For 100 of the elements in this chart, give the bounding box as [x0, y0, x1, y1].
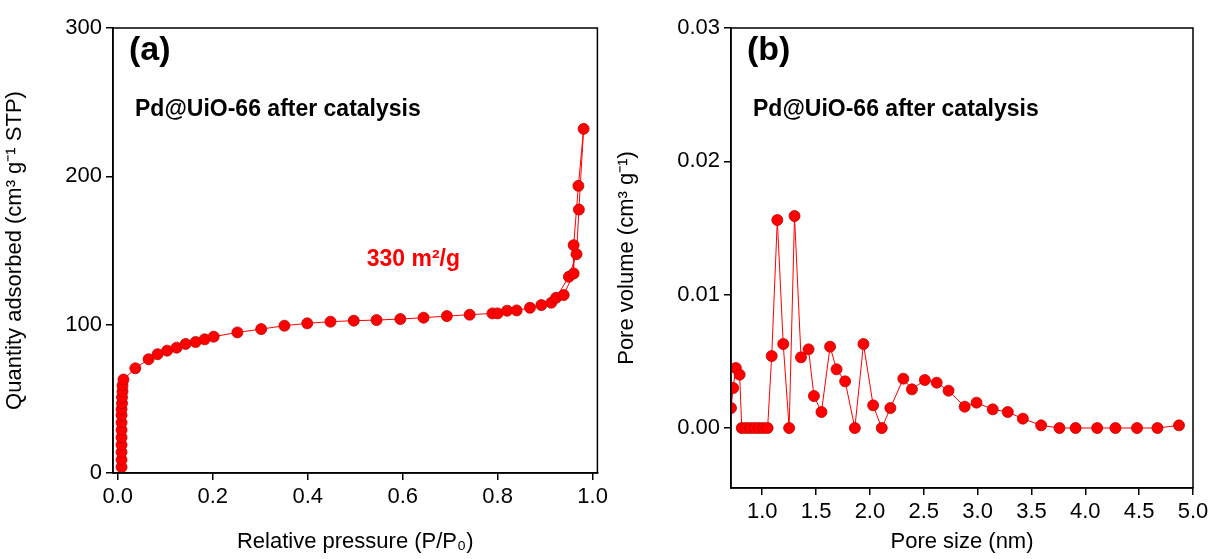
point: [198, 333, 211, 346]
x-tick-label: 0.4: [292, 483, 323, 509]
x-tick-label: 3.5: [1016, 498, 1047, 524]
x-tick-label: 2.0: [854, 498, 886, 524]
point: [897, 372, 910, 385]
x-tick-label: 0.6: [387, 483, 418, 509]
point: [301, 317, 314, 330]
point: [570, 248, 583, 261]
x-axis-title: Relative pressure (P/P₀): [236, 527, 474, 553]
x-tick-label: 3.0: [962, 498, 993, 524]
point: [567, 267, 580, 280]
point: [151, 348, 164, 361]
annotation: 330 m²/g: [366, 244, 460, 271]
point: [324, 315, 337, 328]
point: [463, 308, 476, 321]
text: Pd@UiO-66 after catalysis: [753, 94, 1039, 121]
y-tick-label: 300: [65, 14, 102, 40]
point: [970, 396, 983, 409]
y-tick-label: 0.00: [677, 414, 720, 440]
point: [930, 376, 943, 389]
point: [170, 341, 183, 354]
point: [572, 179, 585, 192]
point: [918, 374, 931, 386]
point: [795, 351, 807, 364]
point: [1069, 422, 1082, 434]
point: [417, 311, 430, 324]
point: [207, 330, 220, 343]
point: [255, 323, 268, 336]
point: [733, 368, 746, 381]
point: [557, 289, 570, 301]
point: [1109, 422, 1122, 434]
point: [347, 314, 360, 327]
point: [761, 422, 774, 434]
point: [777, 338, 790, 350]
point: [142, 353, 155, 366]
point: [1001, 406, 1014, 418]
point: [1131, 422, 1143, 434]
point: [129, 362, 142, 375]
point: [1173, 419, 1185, 432]
x-tick-label: 4.5: [1123, 498, 1155, 524]
x-tick-label: 2.5: [908, 498, 940, 524]
point: [830, 363, 843, 376]
point: [179, 338, 192, 350]
point: [958, 400, 971, 413]
point: [524, 301, 536, 314]
point: [231, 326, 244, 339]
y-tick-label: 0: [89, 459, 102, 485]
point: [370, 314, 383, 326]
x-tick-label: 4.0: [1070, 498, 1101, 524]
point: [440, 310, 453, 322]
y-axis-title: Pore volume (cm³ g⁻¹): [613, 151, 639, 365]
x-tick-label: 1.5: [800, 498, 832, 524]
point: [788, 210, 801, 222]
x-tick-label: 1.0: [577, 483, 608, 509]
x-tick-label: 0.8: [482, 483, 513, 509]
point: [942, 384, 955, 397]
point: [848, 422, 861, 434]
y-tick-label: 100: [65, 310, 102, 336]
point: [572, 203, 585, 216]
x-tick-label: 0.2: [197, 483, 229, 509]
y-axis-title: Quantity adsorbed (cm³ g⁻¹ STP): [1, 91, 27, 410]
point: [765, 350, 778, 362]
point: [567, 239, 580, 252]
point: [117, 373, 130, 386]
point: [986, 403, 999, 416]
point: [857, 338, 870, 350]
chart-title: (a): [129, 29, 171, 68]
point: [771, 214, 784, 226]
point: [1016, 412, 1029, 425]
y-tick-label: 200: [65, 162, 102, 188]
point: [510, 304, 523, 317]
y-tick-label: 0.01: [677, 280, 720, 306]
point: [189, 336, 202, 348]
point: [161, 344, 174, 357]
y-tick-label: 0.02: [677, 147, 720, 173]
point: [839, 375, 852, 388]
point: [394, 313, 407, 325]
x-axis-title: Pore size (nm): [890, 527, 1034, 553]
point: [906, 383, 918, 396]
point: [1151, 422, 1164, 434]
point: [577, 122, 590, 135]
point: [808, 390, 820, 402]
point: [1035, 419, 1048, 432]
point: [535, 299, 548, 311]
chart-title: (b): [747, 29, 791, 68]
x-tick-label: 0.0: [102, 483, 134, 509]
point: [783, 422, 796, 434]
point: [815, 406, 828, 418]
x-tick-label: 1.0: [746, 498, 778, 524]
point: [1091, 422, 1104, 434]
point: [491, 307, 504, 320]
x-tick-label: 5.0: [1177, 498, 1209, 524]
point: [824, 340, 836, 353]
point: [875, 422, 888, 434]
point: [802, 343, 815, 356]
y-tick-label: 0.03: [677, 14, 720, 40]
point: [278, 319, 291, 332]
point: [867, 399, 880, 412]
point: [1053, 422, 1066, 434]
text: Pd@UiO-66 after catalysis: [135, 94, 421, 121]
